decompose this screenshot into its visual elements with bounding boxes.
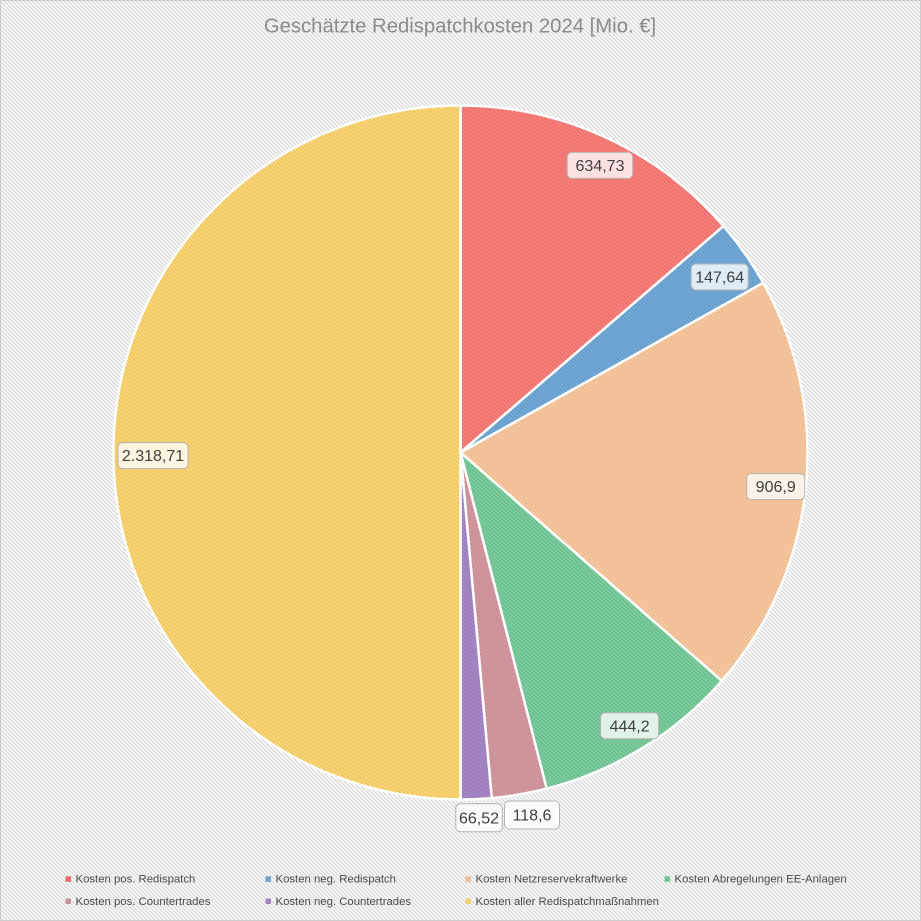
svg-text:Kosten neg. Redispatch: Kosten neg. Redispatch [276,874,396,886]
svg-text:Kosten Abregelungen EE-Anlagen: Kosten Abregelungen EE-Anlagen [675,874,847,886]
svg-text:444,2: 444,2 [610,718,650,735]
svg-text:634,73: 634,73 [576,158,625,175]
svg-text:118,6: 118,6 [513,808,552,825]
svg-text:66,52: 66,52 [459,810,499,827]
svg-text:Kosten neg. Countertrades: Kosten neg. Countertrades [276,896,412,908]
svg-text:906,9: 906,9 [756,479,796,496]
svg-text:Kosten Netzreservekraftwerke: Kosten Netzreservekraftwerke [476,874,628,886]
svg-text:147,64: 147,64 [695,270,744,287]
svg-text:Geschätzte Redispatchkosten 20: Geschätzte Redispatchkosten 2024 [Mio. €… [264,15,656,37]
svg-text:2.318,71: 2.318,71 [122,448,184,465]
svg-text:Kosten pos. Countertrades: Kosten pos. Countertrades [76,896,211,908]
svg-text:Kosten pos. Redispatch: Kosten pos. Redispatch [76,874,196,886]
svg-text:Kosten aller Redispatchmaßnahm: Kosten aller Redispatchmaßnahmen [476,896,660,908]
